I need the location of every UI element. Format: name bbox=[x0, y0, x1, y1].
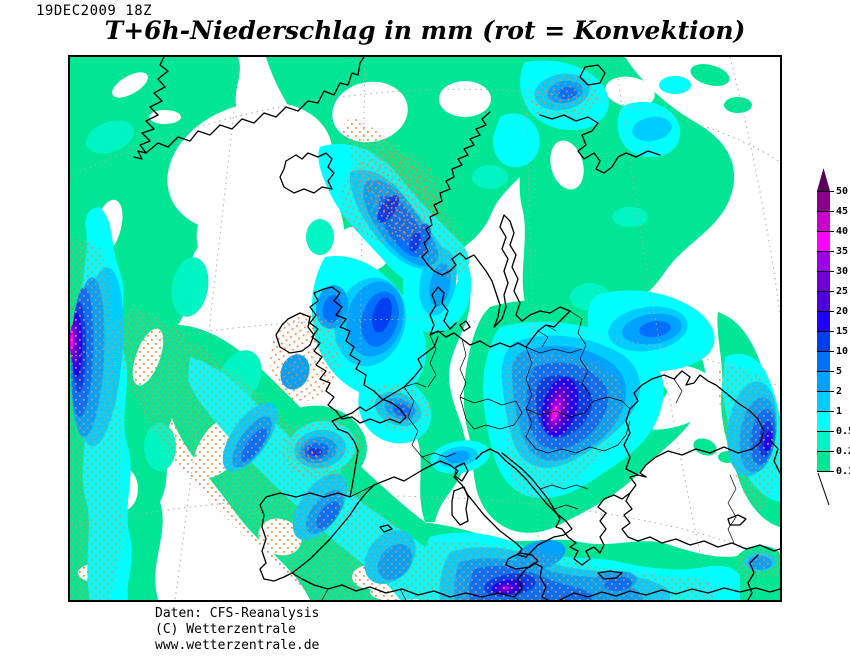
legend-tick-label: 25 bbox=[836, 286, 849, 297]
legend-band bbox=[817, 451, 830, 471]
legend-tick-label: 35 bbox=[836, 246, 849, 257]
legend-tick-label: 50 bbox=[836, 186, 849, 197]
legend-tick bbox=[817, 331, 834, 332]
legend-tick bbox=[817, 271, 834, 272]
legend-tick bbox=[817, 371, 834, 372]
legend-tick-label: 0.1 bbox=[836, 466, 850, 477]
legend-band bbox=[817, 271, 830, 291]
legend-tick-label: 40 bbox=[836, 226, 849, 237]
legend-tick bbox=[817, 351, 834, 352]
legend-tick bbox=[817, 311, 834, 312]
precipitation-map-canvas bbox=[70, 57, 780, 600]
legend-band bbox=[817, 371, 830, 391]
legend-tick-label: 5 bbox=[836, 366, 843, 377]
legend-band bbox=[817, 191, 830, 211]
legend-tick-label: 1 bbox=[836, 406, 843, 417]
legend-band bbox=[817, 231, 830, 251]
legend-band bbox=[817, 291, 830, 311]
map-credits: Daten: CFS-Reanalysis (C) Wetterzentrale… bbox=[155, 606, 319, 654]
legend-tick-label: 0.5 bbox=[836, 426, 850, 437]
legend-band bbox=[817, 351, 830, 371]
page-title: T+6h-Niederschlag in mm (rot = Konvektio… bbox=[104, 16, 746, 45]
credit-line-data: Daten: CFS-Reanalysis bbox=[155, 606, 320, 621]
legend-tail-line bbox=[817, 472, 830, 506]
legend-tick bbox=[817, 251, 834, 252]
convection-stipple bbox=[70, 74, 780, 600]
legend-band bbox=[817, 391, 830, 411]
legend-tick-label: 20 bbox=[836, 306, 849, 317]
legend-tick bbox=[817, 411, 834, 412]
legend-band bbox=[817, 411, 830, 431]
legend-band bbox=[817, 251, 830, 271]
legend-tick-label: 45 bbox=[836, 206, 849, 217]
datestamp: 19DEC2009 18Z bbox=[36, 3, 153, 19]
legend-tick bbox=[817, 191, 834, 192]
legend-tick-label: 0.2 bbox=[836, 446, 850, 457]
coastlines bbox=[133, 57, 780, 600]
credit-line-copyright: (C) Wetterzentrale bbox=[155, 622, 296, 637]
legend-tick bbox=[817, 231, 834, 232]
legend-tick bbox=[817, 451, 834, 452]
legend-tick-label: 30 bbox=[836, 266, 849, 277]
legend-tick-label: 2 bbox=[836, 386, 843, 397]
legend-band bbox=[817, 431, 830, 451]
legend-band bbox=[817, 211, 830, 231]
credit-line-url: www.wetterzentrale.de bbox=[155, 638, 320, 653]
legend-colorbar: 50 45 40 35 30 25 20 15 10 5 2 1 0.5 0.2 0.1 bbox=[817, 168, 850, 506]
legend-tick bbox=[817, 391, 834, 392]
legend-tick-label: 15 bbox=[836, 326, 849, 337]
weather-map bbox=[68, 55, 782, 602]
graticule bbox=[70, 57, 780, 600]
legend-tick-label: 10 bbox=[836, 346, 849, 357]
legend-band bbox=[817, 331, 830, 351]
legend-band bbox=[817, 311, 830, 331]
legend-tick bbox=[817, 291, 834, 292]
legend-tick bbox=[817, 431, 834, 432]
legend-tick bbox=[817, 471, 834, 472]
legend-tick bbox=[817, 211, 834, 212]
legend-overflow-arrow bbox=[817, 168, 830, 191]
country-borders bbox=[321, 310, 737, 600]
